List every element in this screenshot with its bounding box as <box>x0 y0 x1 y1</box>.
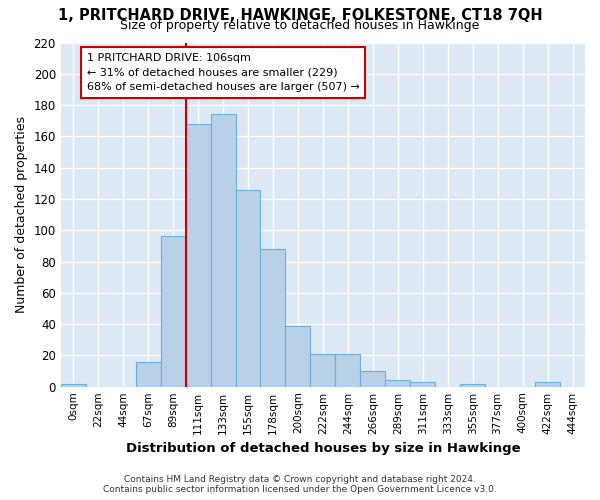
Text: 1, PRITCHARD DRIVE, HAWKINGE, FOLKESTONE, CT18 7QH: 1, PRITCHARD DRIVE, HAWKINGE, FOLKESTONE… <box>58 8 542 22</box>
Bar <box>260 249 286 386</box>
Bar <box>236 190 260 386</box>
Bar <box>361 371 385 386</box>
Bar <box>385 380 410 386</box>
Bar <box>61 384 86 386</box>
Text: Size of property relative to detached houses in Hawkinge: Size of property relative to detached ho… <box>121 18 479 32</box>
Bar <box>286 326 310 386</box>
X-axis label: Distribution of detached houses by size in Hawkinge: Distribution of detached houses by size … <box>125 442 520 455</box>
Y-axis label: Number of detached properties: Number of detached properties <box>15 116 28 313</box>
Bar <box>185 124 211 386</box>
Bar <box>535 382 560 386</box>
Bar <box>410 382 435 386</box>
Text: 1 PRITCHARD DRIVE: 106sqm
← 31% of detached houses are smaller (229)
68% of semi: 1 PRITCHARD DRIVE: 106sqm ← 31% of detac… <box>87 53 360 92</box>
Bar <box>335 354 361 386</box>
Bar <box>136 362 161 386</box>
Text: Contains HM Land Registry data © Crown copyright and database right 2024.
Contai: Contains HM Land Registry data © Crown c… <box>103 474 497 494</box>
Bar <box>211 114 236 386</box>
Bar <box>460 384 485 386</box>
Bar <box>161 236 185 386</box>
Bar <box>310 354 335 386</box>
